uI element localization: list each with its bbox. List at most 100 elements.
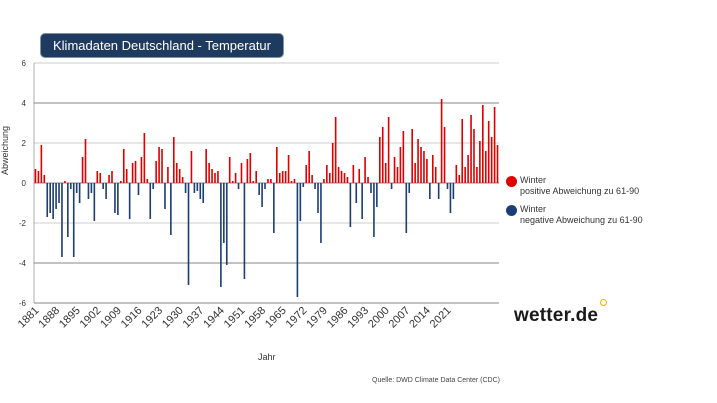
bar [49, 183, 51, 213]
bar [61, 183, 63, 257]
bar [476, 167, 478, 183]
bar [243, 183, 246, 279]
bar [278, 173, 281, 183]
x-tick-label: 1951 [222, 305, 248, 331]
bar [261, 183, 263, 207]
bar [55, 183, 57, 209]
bar [58, 183, 60, 203]
chart-bars [34, 99, 499, 297]
x-tick-label: 1930 [160, 305, 186, 331]
bar [184, 183, 187, 193]
bar [161, 149, 163, 183]
bar [358, 169, 361, 183]
bar [420, 147, 422, 183]
bar [96, 171, 99, 183]
logo-sun-icon [600, 299, 607, 306]
bar [281, 171, 284, 183]
bar [408, 183, 411, 193]
bar [208, 163, 210, 183]
bar [396, 167, 399, 183]
bar [467, 155, 469, 183]
bar [255, 171, 258, 183]
bar [264, 183, 266, 189]
bar [320, 183, 322, 243]
source-note: Quelle: DWD Climate Data Center (CDC) [372, 377, 500, 384]
bar [317, 183, 319, 213]
bar [308, 151, 310, 183]
y-tick-label: 6 [22, 59, 27, 68]
y-tick-label: -6 [19, 299, 27, 308]
bar [470, 115, 472, 183]
legend-negative-desc: negative Abweichung zu 61-90 [520, 215, 643, 225]
y-tick-label: -4 [19, 259, 27, 268]
bar [487, 121, 490, 183]
bar [417, 139, 419, 183]
legend-negative-swatch [506, 205, 517, 216]
x-tick-label: 2007 [387, 305, 413, 331]
bar [443, 127, 446, 183]
x-tick-label: 1923 [139, 305, 165, 331]
bar [187, 183, 190, 285]
x-tick-label: 2021 [428, 305, 454, 331]
bar [490, 137, 493, 183]
bar [231, 181, 234, 183]
legend-negative-season: Winter [520, 204, 547, 214]
bar [299, 183, 302, 221]
x-tick-label: 1916 [119, 305, 145, 331]
bar [326, 165, 328, 183]
x-tick-label: 1902 [78, 305, 104, 331]
bar [287, 155, 290, 183]
bar [493, 107, 496, 183]
x-tick-label: 1944 [201, 305, 227, 331]
bar [393, 157, 396, 183]
bar [367, 177, 369, 183]
x-tick-label: 1888 [36, 305, 62, 331]
bar [181, 177, 184, 183]
bar [376, 183, 378, 207]
bar [102, 183, 104, 189]
bar [114, 183, 116, 213]
bar [384, 163, 387, 183]
chart-title: Klimadaten Deutschland - Temperatur [40, 33, 284, 58]
bar [496, 145, 499, 183]
bar [378, 137, 381, 183]
bar [214, 173, 216, 183]
bar [240, 163, 243, 183]
x-tick-label: 1895 [57, 305, 83, 331]
bar [252, 181, 255, 183]
x-tick-label: 2000 [366, 305, 392, 331]
y-tick-label: 0 [22, 179, 27, 188]
bar [175, 163, 178, 183]
bar [105, 183, 107, 199]
bar [352, 165, 355, 183]
bar [149, 183, 152, 219]
bar [387, 117, 390, 183]
x-tick-label: 1972 [284, 305, 310, 331]
bar [37, 171, 40, 183]
bar [131, 163, 134, 183]
bar [426, 159, 428, 183]
bar [249, 153, 252, 183]
bar [349, 183, 352, 227]
bar [146, 179, 149, 183]
bar [270, 179, 272, 183]
bar [482, 105, 484, 183]
bar [64, 181, 66, 183]
bar [402, 131, 405, 183]
bar [364, 157, 366, 183]
x-tick-label: 1958 [242, 305, 268, 331]
bar [431, 155, 434, 183]
bar [390, 183, 393, 189]
bar [46, 183, 49, 217]
bar [152, 183, 155, 189]
bar [140, 157, 143, 183]
bar [273, 183, 275, 233]
bar [52, 183, 54, 219]
x-tick-label: 1909 [98, 305, 124, 331]
y-tick-label: 2 [22, 139, 27, 148]
bar [340, 171, 343, 183]
bar [290, 181, 293, 183]
bar [373, 183, 375, 237]
y-axis-label: Abweichung [0, 125, 10, 175]
